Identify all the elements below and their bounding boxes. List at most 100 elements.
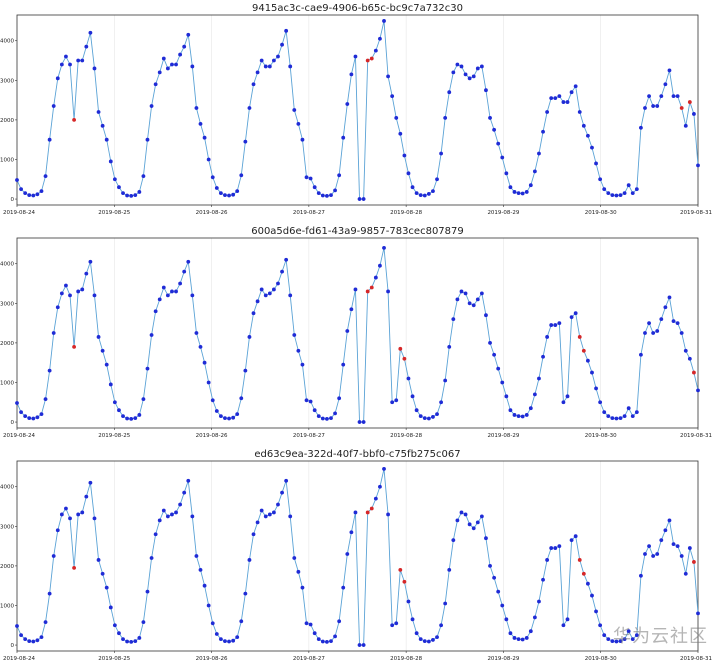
data-point	[182, 490, 187, 495]
anomaly-point	[398, 567, 403, 572]
data-point	[267, 512, 272, 517]
data-point	[647, 321, 651, 325]
data-point	[80, 287, 85, 292]
data-point	[59, 291, 64, 296]
data-point	[255, 520, 260, 525]
data-point	[239, 173, 244, 178]
data-point	[96, 110, 101, 114]
data-point	[320, 416, 325, 421]
data-point	[626, 406, 631, 411]
data-point	[100, 123, 105, 128]
data-point	[410, 185, 415, 190]
data-point	[634, 633, 639, 638]
data-point	[426, 639, 431, 644]
data-point	[545, 335, 550, 339]
data-point	[671, 94, 676, 99]
data-point	[296, 569, 301, 574]
data-point	[35, 415, 40, 420]
data-point	[520, 414, 525, 419]
data-point	[455, 62, 460, 67]
data-point	[117, 631, 121, 636]
data-point	[463, 291, 468, 296]
data-point	[573, 534, 578, 539]
data-point	[467, 301, 472, 306]
y-tick-label: 3000	[0, 524, 14, 530]
data-point	[349, 307, 354, 312]
data-point	[112, 400, 117, 405]
anomaly-point	[692, 560, 696, 564]
data-point	[504, 617, 509, 622]
data-point	[516, 637, 521, 642]
data-point	[96, 335, 101, 339]
data-point	[312, 408, 317, 413]
data-point	[325, 194, 329, 198]
data-point	[133, 639, 138, 643]
data-point	[288, 293, 293, 298]
data-point	[402, 153, 407, 158]
data-point	[610, 639, 615, 643]
data-point	[117, 185, 121, 190]
data-point	[373, 275, 378, 280]
data-point	[300, 362, 305, 367]
data-point	[308, 176, 313, 181]
data-point	[210, 175, 215, 180]
data-point	[276, 54, 280, 59]
data-point	[406, 599, 411, 604]
y-tick-label: 3000	[0, 78, 14, 84]
data-point	[308, 622, 313, 627]
data-point	[561, 400, 566, 405]
data-point	[300, 137, 305, 142]
data-point	[206, 603, 211, 608]
data-point	[129, 194, 134, 198]
data-point	[488, 341, 492, 345]
data-point	[524, 190, 529, 194]
data-point	[614, 193, 619, 198]
data-point	[137, 636, 142, 640]
data-point	[182, 269, 187, 274]
data-point	[569, 315, 574, 320]
data-point	[390, 623, 395, 628]
x-tick-label: 2019-08-28	[390, 656, 422, 662]
data-point	[386, 512, 390, 517]
data-point	[630, 637, 635, 642]
data-point	[243, 139, 248, 144]
data-point	[479, 291, 484, 296]
y-tick-label: 4000	[0, 39, 14, 45]
anomaly-point	[577, 335, 582, 339]
data-point	[170, 62, 174, 67]
data-point	[27, 193, 32, 198]
data-point	[235, 189, 240, 194]
data-point	[586, 133, 590, 138]
data-point	[92, 516, 97, 521]
data-point	[170, 512, 174, 517]
data-point	[557, 94, 562, 99]
data-point	[475, 520, 480, 525]
data-point	[541, 354, 545, 359]
data-point	[520, 637, 525, 642]
data-point	[15, 178, 19, 182]
data-point	[602, 410, 607, 415]
data-point	[288, 64, 293, 69]
data-point	[447, 567, 452, 572]
data-point	[418, 637, 423, 642]
data-point	[455, 297, 460, 302]
data-point	[296, 348, 301, 353]
data-point	[651, 554, 656, 558]
data-point	[337, 396, 342, 401]
data-point	[214, 632, 219, 636]
data-point	[15, 401, 19, 405]
anomaly-point	[581, 348, 586, 353]
data-point	[141, 397, 146, 401]
data-point	[223, 416, 227, 420]
data-point	[76, 58, 81, 63]
data-point	[333, 411, 337, 416]
data-point	[394, 398, 399, 403]
data-point	[581, 123, 586, 128]
data-point	[455, 518, 460, 523]
data-point	[55, 528, 60, 533]
data-point	[108, 382, 113, 387]
data-point	[153, 309, 158, 314]
data-point	[643, 331, 647, 335]
data-point	[598, 177, 603, 182]
data-point	[300, 585, 305, 590]
